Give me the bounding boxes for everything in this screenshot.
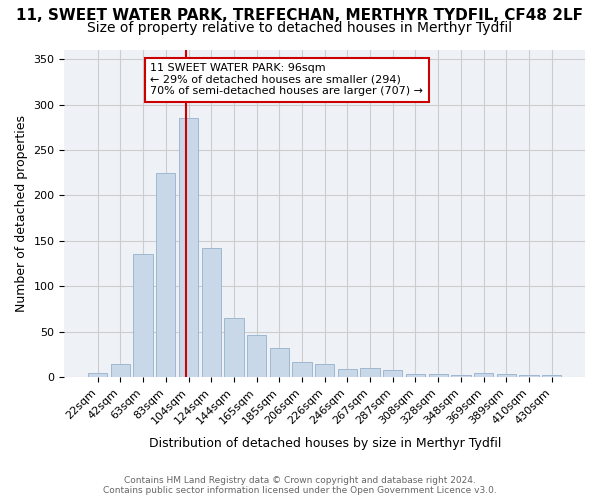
- Bar: [156, 172, 175, 377]
- Bar: [247, 336, 266, 377]
- Bar: [269, 348, 289, 377]
- Text: 11 SWEET WATER PARK: 96sqm
← 29% of detached houses are smaller (294)
70% of sem: 11 SWEET WATER PARK: 96sqm ← 29% of deta…: [151, 63, 424, 96]
- Bar: [133, 254, 153, 377]
- Bar: [315, 364, 334, 377]
- Bar: [474, 372, 493, 377]
- Text: Contains HM Land Registry data © Crown copyright and database right 2024.
Contai: Contains HM Land Registry data © Crown c…: [103, 476, 497, 495]
- Bar: [338, 369, 357, 377]
- Bar: [497, 374, 516, 377]
- Bar: [542, 376, 562, 377]
- Bar: [428, 374, 448, 377]
- Bar: [361, 368, 380, 377]
- Bar: [224, 318, 244, 377]
- Bar: [451, 376, 470, 377]
- Bar: [202, 248, 221, 377]
- X-axis label: Distribution of detached houses by size in Merthyr Tydfil: Distribution of detached houses by size …: [149, 437, 501, 450]
- Bar: [179, 118, 198, 377]
- Text: Size of property relative to detached houses in Merthyr Tydfil: Size of property relative to detached ho…: [88, 21, 512, 35]
- Bar: [88, 372, 107, 377]
- Bar: [520, 376, 539, 377]
- Bar: [383, 370, 403, 377]
- Bar: [406, 374, 425, 377]
- Text: 11, SWEET WATER PARK, TREFECHAN, MERTHYR TYDFIL, CF48 2LF: 11, SWEET WATER PARK, TREFECHAN, MERTHYR…: [17, 8, 583, 22]
- Y-axis label: Number of detached properties: Number of detached properties: [15, 115, 28, 312]
- Bar: [111, 364, 130, 377]
- Bar: [292, 362, 311, 377]
